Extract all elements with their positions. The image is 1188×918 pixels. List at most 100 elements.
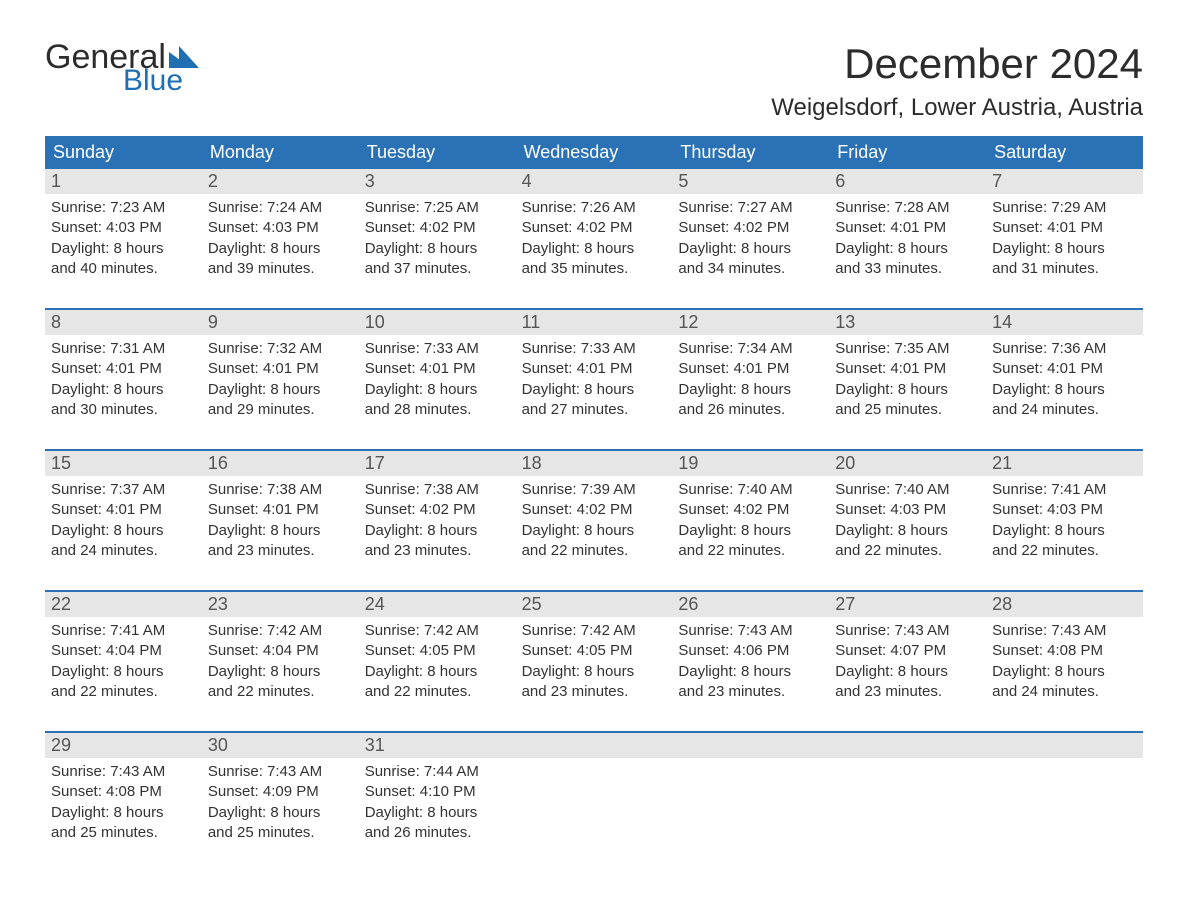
sunrise-text: Sunrise: 7:40 AM [835,480,980,500]
sunset-text: Sunset: 4:01 PM [208,359,353,379]
daylight-text-1: Daylight: 8 hours [522,239,667,259]
sunset-text: Sunset: 4:02 PM [365,218,510,238]
weekday-header: Monday [202,136,359,169]
day-number [516,733,673,758]
calendar-week: 293031Sunrise: 7:43 AMSunset: 4:08 PMDay… [45,731,1143,858]
sunrise-text: Sunrise: 7:33 AM [365,339,510,359]
daylight-text-1: Daylight: 8 hours [992,380,1137,400]
day-number: 24 [359,592,516,617]
day-cell: Sunrise: 7:33 AMSunset: 4:01 PMDaylight:… [516,335,673,435]
daylight-text-2: and 26 minutes. [365,823,510,843]
sunset-text: Sunset: 4:08 PM [992,641,1137,661]
day-cell: Sunrise: 7:38 AMSunset: 4:01 PMDaylight:… [202,476,359,576]
weekday-header: Sunday [45,136,202,169]
sunrise-text: Sunrise: 7:23 AM [51,198,196,218]
day-cell [516,758,673,858]
sunset-text: Sunset: 4:01 PM [208,500,353,520]
daylight-text-2: and 22 minutes. [208,682,353,702]
sunrise-text: Sunrise: 7:43 AM [51,762,196,782]
day-number: 23 [202,592,359,617]
sunrise-text: Sunrise: 7:43 AM [992,621,1137,641]
daylight-text-1: Daylight: 8 hours [51,662,196,682]
sunrise-text: Sunrise: 7:32 AM [208,339,353,359]
day-number: 3 [359,169,516,194]
day-cell: Sunrise: 7:24 AMSunset: 4:03 PMDaylight:… [202,194,359,294]
sunrise-text: Sunrise: 7:29 AM [992,198,1137,218]
day-cell: Sunrise: 7:40 AMSunset: 4:02 PMDaylight:… [672,476,829,576]
daylight-text-2: and 34 minutes. [678,259,823,279]
day-cell: Sunrise: 7:44 AMSunset: 4:10 PMDaylight:… [359,758,516,858]
daylight-text-1: Daylight: 8 hours [208,803,353,823]
day-cell: Sunrise: 7:43 AMSunset: 4:09 PMDaylight:… [202,758,359,858]
sunrise-text: Sunrise: 7:42 AM [365,621,510,641]
sunset-text: Sunset: 4:04 PM [51,641,196,661]
day-cell: Sunrise: 7:42 AMSunset: 4:05 PMDaylight:… [516,617,673,717]
header: General Blue December 2024 Weigelsdorf, … [45,40,1143,122]
calendar-week: 1234567Sunrise: 7:23 AMSunset: 4:03 PMDa… [45,169,1143,294]
day-number [672,733,829,758]
day-cell: Sunrise: 7:29 AMSunset: 4:01 PMDaylight:… [986,194,1143,294]
day-number: 31 [359,733,516,758]
sunset-text: Sunset: 4:01 PM [51,500,196,520]
sunset-text: Sunset: 4:10 PM [365,782,510,802]
sunset-text: Sunset: 4:02 PM [365,500,510,520]
day-cell: Sunrise: 7:42 AMSunset: 4:04 PMDaylight:… [202,617,359,717]
weekday-header: Wednesday [516,136,673,169]
day-number: 22 [45,592,202,617]
day-number: 12 [672,310,829,335]
sunrise-text: Sunrise: 7:31 AM [51,339,196,359]
daylight-text-2: and 30 minutes. [51,400,196,420]
daylight-text-1: Daylight: 8 hours [992,521,1137,541]
day-cell: Sunrise: 7:31 AMSunset: 4:01 PMDaylight:… [45,335,202,435]
day-number: 20 [829,451,986,476]
sunrise-text: Sunrise: 7:33 AM [522,339,667,359]
day-number: 10 [359,310,516,335]
daylight-text-1: Daylight: 8 hours [51,521,196,541]
day-number: 27 [829,592,986,617]
day-number: 8 [45,310,202,335]
day-cell: Sunrise: 7:38 AMSunset: 4:02 PMDaylight:… [359,476,516,576]
daylight-text-2: and 28 minutes. [365,400,510,420]
sunset-text: Sunset: 4:05 PM [365,641,510,661]
location-text: Weigelsdorf, Lower Austria, Austria [771,94,1143,122]
sunset-text: Sunset: 4:02 PM [678,218,823,238]
sunset-text: Sunset: 4:03 PM [208,218,353,238]
day-cell: Sunrise: 7:23 AMSunset: 4:03 PMDaylight:… [45,194,202,294]
title-block: December 2024 Weigelsdorf, Lower Austria… [771,40,1143,122]
sunset-text: Sunset: 4:02 PM [522,218,667,238]
weekday-header: Saturday [986,136,1143,169]
day-number: 1 [45,169,202,194]
day-cell: Sunrise: 7:41 AMSunset: 4:04 PMDaylight:… [45,617,202,717]
day-cell [986,758,1143,858]
weekday-header-row: Sunday Monday Tuesday Wednesday Thursday… [45,136,1143,169]
day-number: 28 [986,592,1143,617]
day-number: 17 [359,451,516,476]
sunset-text: Sunset: 4:01 PM [835,359,980,379]
daylight-text-1: Daylight: 8 hours [835,662,980,682]
daylight-text-1: Daylight: 8 hours [365,521,510,541]
day-number: 2 [202,169,359,194]
sunset-text: Sunset: 4:01 PM [51,359,196,379]
day-cell: Sunrise: 7:26 AMSunset: 4:02 PMDaylight:… [516,194,673,294]
sunset-text: Sunset: 4:09 PM [208,782,353,802]
sunset-text: Sunset: 4:01 PM [835,218,980,238]
sunset-text: Sunset: 4:07 PM [835,641,980,661]
sunrise-text: Sunrise: 7:43 AM [678,621,823,641]
sunset-text: Sunset: 4:01 PM [678,359,823,379]
daylight-text-1: Daylight: 8 hours [51,380,196,400]
weekday-header: Thursday [672,136,829,169]
sunrise-text: Sunrise: 7:34 AM [678,339,823,359]
day-number: 4 [516,169,673,194]
daynum-row: 293031 [45,733,1143,758]
daylight-text-1: Daylight: 8 hours [678,662,823,682]
daylight-text-1: Daylight: 8 hours [522,521,667,541]
daylight-text-2: and 40 minutes. [51,259,196,279]
daylight-text-2: and 22 minutes. [522,541,667,561]
sunset-text: Sunset: 4:01 PM [992,359,1137,379]
day-cell: Sunrise: 7:35 AMSunset: 4:01 PMDaylight:… [829,335,986,435]
daylight-text-2: and 23 minutes. [835,682,980,702]
day-number: 26 [672,592,829,617]
sunrise-text: Sunrise: 7:35 AM [835,339,980,359]
day-cell: Sunrise: 7:43 AMSunset: 4:08 PMDaylight:… [986,617,1143,717]
day-cell: Sunrise: 7:43 AMSunset: 4:06 PMDaylight:… [672,617,829,717]
